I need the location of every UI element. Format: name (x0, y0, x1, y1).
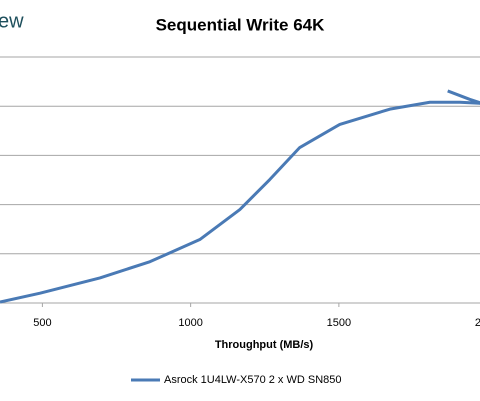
line (0, 89, 480, 304)
x-tick-label: 500 (33, 317, 51, 329)
x-tick-label: 1500 (327, 317, 351, 329)
logo: ew (0, 10, 24, 32)
legend-label: Asrock 1U4LW-X570 2 x WD SN850 (164, 374, 342, 386)
x-tick-label: 2000 (475, 317, 480, 329)
x-tick-label: 1000 (178, 317, 202, 329)
x-axis-title: Throughput (MB/s) (215, 339, 314, 351)
chart-title: Sequential Write 64K (156, 15, 326, 34)
